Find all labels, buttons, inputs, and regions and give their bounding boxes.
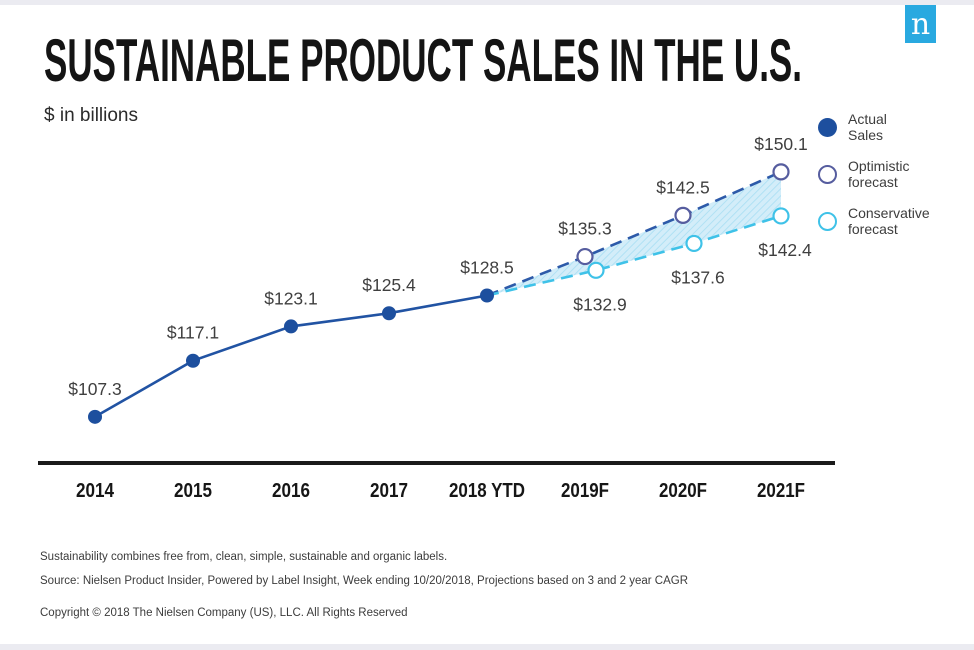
x-axis-label: 2014 — [76, 480, 115, 502]
x-axis-label: 2015 — [174, 480, 212, 502]
legend-text-line: forecast — [848, 174, 898, 190]
x-axis-label: 2016 — [272, 480, 310, 502]
sales-line-chart: $107.3 $117.1 $123.1 $125.4 $128.5 $135.3 $142… — [38, 134, 835, 502]
data-point-label: $150.1 — [754, 134, 808, 154]
legend-text-line: Optimistic — [848, 158, 910, 174]
actual-data-point — [480, 288, 494, 303]
optimistic-data-point — [674, 206, 692, 224]
chart-legend: Actual Sales Optimistic forecast Conserv… — [818, 111, 930, 237]
legend-label-actual: Actual Sales — [848, 111, 887, 143]
top-divider — [0, 0, 974, 5]
optimistic-forecast-line — [486, 170, 782, 297]
x-axis-label: 2020F — [659, 480, 707, 502]
title-block: SUSTAINABLE PRODUCT SALES IN THE U.S. — [44, 27, 802, 94]
legend-item-actual-sales: Actual Sales — [818, 111, 930, 143]
data-point-label: $132.9 — [573, 294, 627, 314]
data-point-label: $123.1 — [264, 288, 318, 308]
legend-text-line: Sales — [848, 127, 884, 143]
units-label: $ in billions — [44, 105, 138, 126]
x-axis-label: 2019F — [561, 480, 609, 502]
data-point-label: $137.6 — [671, 267, 725, 287]
conservative-data-point — [685, 234, 703, 253]
data-point-label: $128.5 — [460, 258, 514, 278]
actual-sales-marker-icon — [818, 117, 837, 137]
footnotes: Sustainability combines free from, clean… — [40, 551, 688, 620]
actual-sales-line — [94, 294, 488, 418]
data-point-label: $142.4 — [758, 240, 812, 260]
forecast-band — [487, 171, 781, 296]
legend-item-conservative-forecast: Conservative forecast — [818, 205, 930, 237]
x-axis-line — [38, 461, 835, 465]
x-axis-label: 2017 — [370, 480, 408, 502]
data-point-label: $142.5 — [656, 177, 710, 197]
legend-item-optimistic-forecast: Optimistic forecast — [818, 158, 930, 190]
optimistic-data-point — [772, 163, 790, 181]
nielsen-logo: n — [905, 5, 936, 43]
footnote-source: Source: Nielsen Product Insider, Powered… — [40, 575, 689, 587]
legend-text-line: forecast — [848, 221, 898, 237]
x-axis-label: 2021F — [757, 480, 805, 502]
bottom-divider — [0, 644, 974, 650]
legend-label-optimistic: Optimistic forecast — [848, 158, 909, 190]
conservative-forecast-line — [486, 214, 782, 297]
actual-data-point — [284, 319, 298, 334]
data-point-label: $117.1 — [167, 323, 219, 343]
page-title: SUSTAINABLE PRODUCT SALES IN THE U.S. — [44, 27, 802, 94]
actual-data-point — [382, 306, 396, 321]
legend-text-line: Actual — [848, 111, 887, 127]
optimistic-data-point — [576, 247, 594, 266]
conservative-forecast-marker-icon — [818, 211, 837, 231]
data-point-label: $135.3 — [558, 219, 612, 239]
actual-data-point — [186, 353, 200, 368]
x-axis-label: 2018 YTD — [449, 480, 525, 502]
optimistic-forecast-marker-icon — [818, 164, 837, 184]
footnote-definition: Sustainability combines free from, clean… — [40, 551, 448, 563]
legend-text-line: Conservative — [848, 205, 930, 221]
data-point-label: $125.4 — [362, 275, 416, 295]
conservative-data-point — [587, 261, 605, 279]
nielsen-logo-letter: n — [910, 7, 931, 42]
legend-label-conservative: Conservative forecast — [848, 205, 930, 237]
footnote-copyright: Copyright © 2018 The Nielsen Company (US… — [40, 607, 408, 619]
actual-data-point — [88, 409, 102, 424]
conservative-data-point — [772, 207, 790, 225]
data-point-label: $107.3 — [68, 379, 122, 399]
